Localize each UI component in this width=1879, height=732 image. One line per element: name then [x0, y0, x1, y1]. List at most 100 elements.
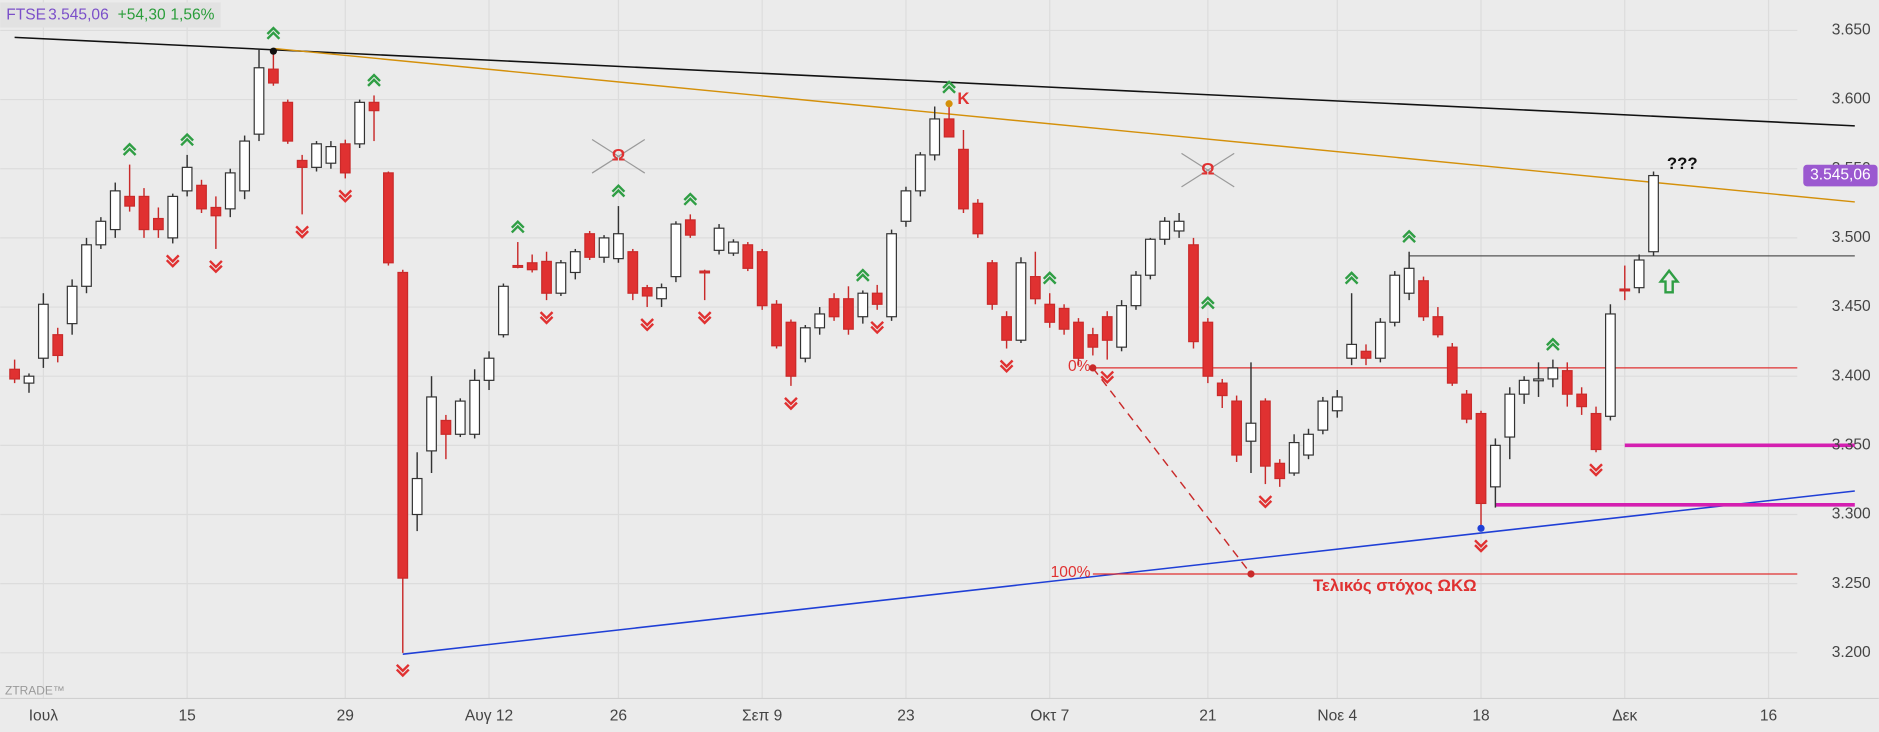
sell-signal: [1258, 495, 1273, 509]
candle-body: [311, 143, 322, 168]
annotation: Ω: [1201, 160, 1214, 179]
candle-body: [886, 233, 897, 318]
candle-body: [1346, 343, 1358, 359]
buy-signal: [1042, 271, 1057, 285]
sell-signal: [870, 320, 885, 335]
candle-body: [9, 368, 21, 380]
candle-body: [1648, 174, 1659, 253]
candle-body: [196, 184, 207, 210]
x-tick-label: Αυγ 12: [465, 708, 513, 725]
trend-line: [14, 36, 1855, 127]
candle-body: [1389, 274, 1401, 323]
candle-body: [1518, 379, 1530, 395]
candle-body: [569, 251, 581, 274]
candle-body: [756, 251, 768, 307]
line-label: 100%: [1051, 564, 1091, 581]
y-tick-label: 3.300: [1832, 506, 1871, 523]
x-tick-label: 18: [1472, 708, 1489, 725]
candle-body: [1216, 382, 1228, 397]
annotation: Τελικός στόχος ΩΚΩ: [1313, 576, 1477, 595]
grid: [0, 0, 1798, 699]
cross-mark: [1181, 152, 1235, 188]
candle-body: [1547, 367, 1559, 380]
candle-body: [268, 68, 279, 84]
candle-body: [1087, 334, 1099, 348]
x-tick-label: 16: [1760, 708, 1777, 725]
sell-signal: [999, 359, 1014, 373]
candle-body: [1633, 259, 1645, 289]
candle-body: [239, 140, 251, 192]
candle-body: [1288, 441, 1300, 474]
sell-signal: [640, 318, 655, 332]
sell-signal: [165, 254, 180, 268]
candle-body: [1274, 462, 1286, 480]
candle-body: [699, 270, 711, 274]
x-tick-label: Οκτ 7: [1030, 708, 1069, 725]
y-tick-label: 3.650: [1832, 22, 1871, 39]
candle-body: [1116, 305, 1127, 348]
trend-line: [402, 490, 1855, 655]
candle-body: [1130, 274, 1142, 307]
cross-mark: [591, 139, 646, 174]
x-tick-label: Ιουλ: [29, 708, 58, 725]
buy-signal: [611, 184, 626, 198]
x-tick-label: Σεπ 9: [742, 708, 782, 725]
candle-body: [81, 244, 92, 287]
candle-body: [296, 159, 308, 168]
point-marker: [269, 47, 277, 55]
line-label: 0%: [1068, 358, 1091, 375]
candle-body: [1331, 396, 1343, 412]
buy-signal: [180, 132, 194, 147]
buy-signal: [122, 142, 137, 156]
candle-body: [1489, 444, 1501, 488]
sell-signal: [697, 311, 712, 325]
candle-body: [483, 357, 495, 381]
sell-signal: [1589, 463, 1603, 477]
trend-line: [1092, 367, 1252, 575]
candle-body: [785, 321, 797, 377]
candle-body: [598, 237, 610, 258]
buy-signal: [1201, 296, 1215, 310]
candle-body: [1015, 262, 1027, 341]
annotation: Ω: [612, 146, 625, 165]
candle-body: [526, 262, 538, 271]
candle-body: [1259, 400, 1271, 467]
header-change-pct: 1,56%: [170, 7, 214, 24]
candle-body: [541, 260, 552, 294]
candle-body: [339, 143, 351, 174]
candle-body: [584, 233, 596, 258]
candle-body: [138, 195, 150, 231]
candle-body: [1432, 316, 1444, 336]
candle-body: [713, 227, 725, 251]
x-tick-label: 23: [897, 708, 914, 725]
candle-body: [1605, 313, 1616, 417]
candle-body: [1101, 316, 1113, 341]
candle-body: [512, 264, 524, 268]
candle-body: [1245, 422, 1257, 442]
buy-signal: [367, 73, 381, 87]
x-tick-label: 26: [610, 708, 627, 725]
candle-body: [1504, 393, 1516, 438]
candle-body: [943, 118, 955, 138]
candle-body: [828, 298, 840, 318]
candle-body: [469, 379, 481, 435]
sell-signal: [295, 225, 309, 239]
candle-body: [1001, 316, 1012, 341]
sell-signal: [338, 189, 353, 203]
candle-body: [66, 285, 78, 325]
candle-body: [857, 292, 869, 318]
candle-body: [771, 303, 782, 347]
candle-body: [1173, 220, 1185, 232]
buy-signal: [855, 268, 870, 282]
y-tick-label: 3.500: [1832, 229, 1871, 246]
candle-body: [1418, 280, 1429, 318]
candle-body: [383, 172, 394, 264]
candle-body: [181, 166, 193, 192]
candle-body: [914, 154, 926, 192]
candle-body: [1317, 400, 1329, 431]
candle-body: [1188, 244, 1199, 343]
candle-body: [37, 303, 49, 359]
x-tick-label: 21: [1199, 708, 1216, 725]
